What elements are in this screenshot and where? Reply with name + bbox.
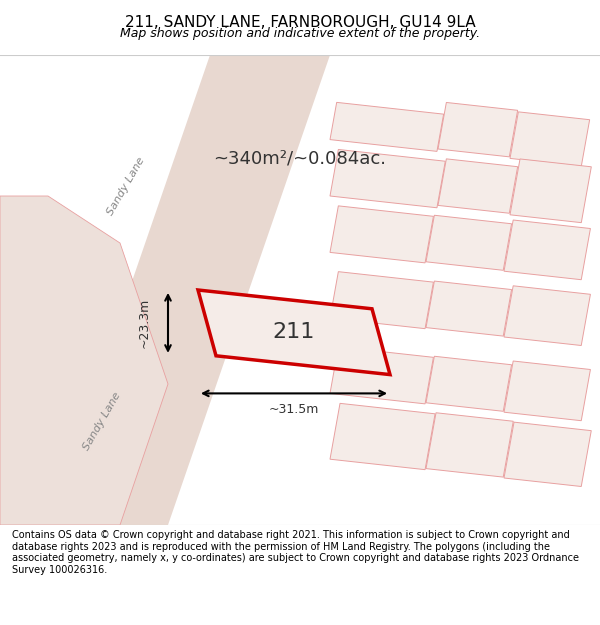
Bar <box>330 403 435 469</box>
Bar <box>510 112 590 166</box>
Text: ~340m²/~0.084ac.: ~340m²/~0.084ac. <box>214 149 386 168</box>
Text: 211: 211 <box>273 322 315 342</box>
Point <box>0 521 4 529</box>
Bar <box>330 206 433 263</box>
Text: Sandy Lane: Sandy Lane <box>82 391 122 452</box>
Bar <box>330 102 443 151</box>
Bar <box>504 220 590 280</box>
Text: 211, SANDY LANE, FARNBOROUGH, GU14 9LA: 211, SANDY LANE, FARNBOROUGH, GU14 9LA <box>125 16 475 31</box>
Bar <box>438 102 518 157</box>
Bar <box>426 412 513 477</box>
Bar <box>426 281 512 336</box>
Point <box>2 516 10 524</box>
Bar <box>504 422 591 486</box>
Text: Map shows position and indicative extent of the property.: Map shows position and indicative extent… <box>120 27 480 39</box>
Point <box>0 516 4 524</box>
Polygon shape <box>48 55 330 525</box>
Bar <box>426 356 512 411</box>
Text: ~23.3m: ~23.3m <box>137 298 151 348</box>
Polygon shape <box>0 196 168 525</box>
Bar <box>330 272 433 329</box>
Bar <box>426 215 512 270</box>
Bar <box>330 149 445 208</box>
Polygon shape <box>198 290 390 374</box>
Text: Contains OS data © Crown copyright and database right 2021. This information is : Contains OS data © Crown copyright and d… <box>12 530 579 575</box>
Point <box>2 521 10 529</box>
Bar <box>510 159 592 222</box>
Text: ~31.5m: ~31.5m <box>269 403 319 416</box>
Bar <box>504 361 590 421</box>
Bar <box>504 286 590 346</box>
Bar <box>330 347 433 404</box>
Bar <box>438 159 518 213</box>
Text: Sandy Lane: Sandy Lane <box>106 156 146 218</box>
